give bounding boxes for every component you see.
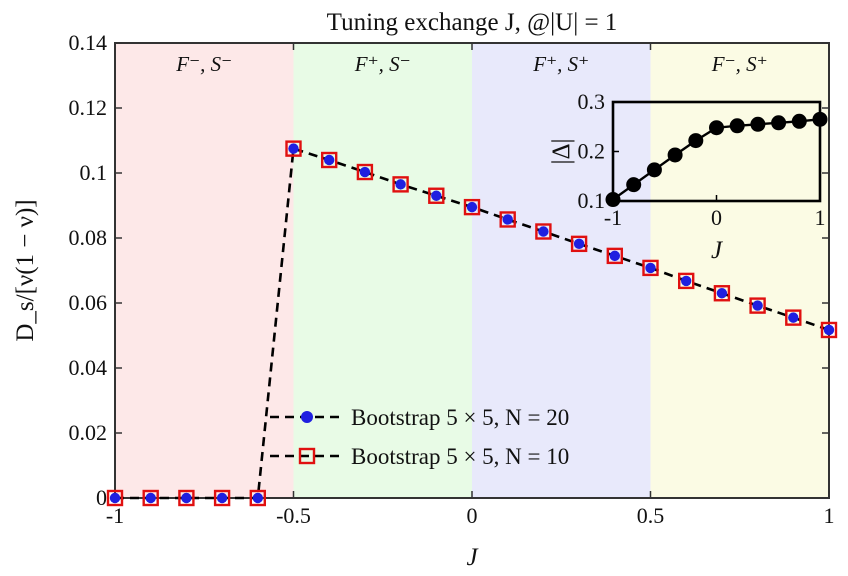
y-axis-label: D_s/[ν(1 − ν)] xyxy=(12,199,39,341)
legend-label: Bootstrap 5 × 5, N = 20 xyxy=(351,405,569,430)
n10-square-marker xyxy=(678,272,695,290)
n10-square-marker xyxy=(178,489,195,507)
n20-circle-marker xyxy=(716,288,728,299)
x-tick-label: 0.5 xyxy=(637,503,665,528)
n10-square-marker xyxy=(356,163,374,181)
y-tick-label: 0.02 xyxy=(69,420,108,445)
inset-y-tick-label: 0.1 xyxy=(578,188,606,213)
region-3 xyxy=(472,43,651,498)
n10-square-marker xyxy=(428,187,445,204)
y-tick-label: 0.1 xyxy=(80,160,108,185)
n10-square-marker xyxy=(463,198,481,216)
y-tick-label: 0.06 xyxy=(69,290,108,315)
n10-square-marker xyxy=(213,489,231,507)
n10-square-marker xyxy=(785,309,802,326)
x-tick-label: -0.5 xyxy=(276,503,311,528)
y-tick-label: 0.12 xyxy=(69,95,108,120)
n20-circle-marker xyxy=(788,312,799,323)
y-tick-label: 0.04 xyxy=(69,355,108,380)
axis-labels: Tuning exchange J, @|U| = 1 J D_s/[ν(1 − ν… xyxy=(12,9,617,571)
inset-point-marker xyxy=(709,120,724,136)
inset-point-marker xyxy=(667,147,683,163)
x-axis-label: J xyxy=(466,544,479,571)
region-label-1: F⁻, S⁻ xyxy=(175,52,232,76)
inset-point-marker xyxy=(605,192,621,208)
n20-circle-marker xyxy=(823,324,835,336)
y-tick-label: 0.08 xyxy=(69,225,108,250)
n20-circle-marker xyxy=(752,300,763,311)
n10-square-marker xyxy=(570,235,588,253)
inset-point-marker xyxy=(771,115,787,131)
inset-point-marker xyxy=(626,177,642,193)
n20-circle-marker xyxy=(252,492,263,504)
n20-circle-marker xyxy=(466,201,478,213)
n20-circle-marker xyxy=(573,238,585,250)
legend: Bootstrap 5 × 5, N = 20 Bootstrap 5 × 5, … xyxy=(270,405,569,469)
n10-square-marker xyxy=(606,247,623,265)
n20-circle-marker xyxy=(216,492,228,504)
n10-square-marker xyxy=(642,259,659,277)
n10-square-marker xyxy=(249,489,267,507)
inset-point-marker xyxy=(646,162,662,178)
inset-y-tick-label: 0.3 xyxy=(578,89,606,114)
legend-circle-marker xyxy=(301,411,313,423)
n10-square-marker xyxy=(713,285,731,302)
n10-square-marker xyxy=(749,297,766,314)
chart-title: Tuning exchange J, @|U| = 1 xyxy=(327,9,618,36)
inset-point-marker xyxy=(812,111,828,127)
x-tick-label: 0 xyxy=(467,503,478,528)
n20-circle-marker xyxy=(395,179,406,190)
legend-square-marker xyxy=(298,447,316,465)
inset-x-tick-label: 0 xyxy=(711,205,722,230)
n20-circle-marker xyxy=(502,214,513,225)
n20-circle-marker xyxy=(538,226,549,237)
n20-circle-marker xyxy=(324,154,335,166)
n10-square-marker xyxy=(820,321,838,339)
legend-label: Bootstrap 5 × 5, N = 10 xyxy=(351,444,569,469)
y-tick-label: 0.14 xyxy=(69,30,108,55)
x-tick-label: 1 xyxy=(824,503,835,528)
inset-point-marker xyxy=(791,113,807,129)
inset-x-tick-label: 1 xyxy=(815,205,826,230)
region-2 xyxy=(293,43,472,498)
region-1 xyxy=(115,43,294,498)
n20-circle-marker xyxy=(609,250,620,262)
inset-x-tick-label: -1 xyxy=(604,205,622,230)
x-tick-label: -1 xyxy=(106,503,124,528)
main-plot-area xyxy=(106,140,838,507)
inset-point-marker xyxy=(729,118,745,134)
n10-square-marker xyxy=(535,223,552,240)
n10-square-marker xyxy=(321,151,338,169)
n20-circle-marker xyxy=(181,492,192,504)
inset-y-axis-label: |Δ| xyxy=(548,138,575,164)
n10-square-marker xyxy=(392,176,409,193)
n20-circle-marker xyxy=(681,275,692,287)
region-label-2: F⁺, S⁻ xyxy=(354,52,411,76)
n20-circle-marker xyxy=(145,492,156,504)
inset-y-tick-label: 0.2 xyxy=(578,139,606,164)
inset-point-marker xyxy=(688,133,704,149)
n20-circle-marker xyxy=(288,143,299,154)
main-axes: -1 -0.5 0 0.5 1 0 0.02 0.04 0.06 0.08 0.1 0.12 0.14 xyxy=(69,30,835,528)
region-4 xyxy=(650,43,829,498)
y-tick-label: 0 xyxy=(96,485,107,510)
region-label-4: F⁻, S⁺ xyxy=(711,52,768,76)
region-label-3: F⁺, S⁺ xyxy=(532,52,589,76)
n10-square-marker xyxy=(142,489,159,507)
inset-x-axis-label: J xyxy=(711,237,724,264)
n20-circle-marker xyxy=(109,492,121,504)
n10-square-marker xyxy=(285,140,302,157)
n20-circle-marker xyxy=(359,166,371,178)
inset-chart: -1 0 1 0.1 0.2 0.3 J |Δ| xyxy=(548,89,828,264)
n10-square-marker xyxy=(106,489,124,507)
n20-circle-marker xyxy=(431,190,442,201)
inset-point-marker xyxy=(750,116,766,132)
n20-circle-marker xyxy=(645,262,656,274)
n10-square-marker xyxy=(499,211,516,228)
